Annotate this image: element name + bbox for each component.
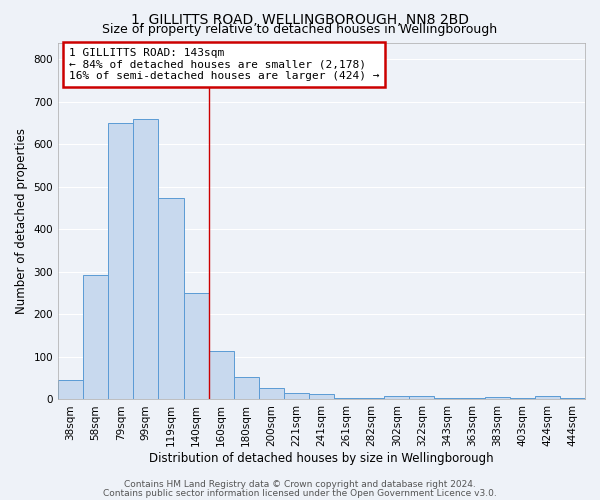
Text: Size of property relative to detached houses in Wellingborough: Size of property relative to detached ho… (103, 22, 497, 36)
Bar (259, 388, 284, 400)
Bar (535, 396, 560, 400)
Bar (158, 198, 184, 400)
Text: Contains HM Land Registry data © Crown copyright and database right 2024.: Contains HM Land Registry data © Crown c… (124, 480, 476, 489)
Bar (184, 293, 209, 400)
Bar (58, 380, 83, 400)
Bar (460, 398, 485, 400)
Bar (485, 398, 510, 400)
Bar (309, 394, 334, 400)
Bar (409, 396, 434, 400)
Bar (108, 123, 133, 400)
Bar (434, 398, 460, 400)
Bar (284, 392, 309, 400)
X-axis label: Distribution of detached houses by size in Wellingborough: Distribution of detached houses by size … (149, 452, 494, 465)
Bar (233, 378, 259, 400)
Bar (510, 398, 535, 400)
Bar (209, 352, 233, 400)
Text: 1 GILLITTS ROAD: 143sqm
← 84% of detached houses are smaller (2,178)
16% of semi: 1 GILLITTS ROAD: 143sqm ← 84% of detache… (68, 48, 379, 81)
Bar (334, 398, 359, 400)
Text: 1, GILLITTS ROAD, WELLINGBOROUGH, NN8 2BD: 1, GILLITTS ROAD, WELLINGBOROUGH, NN8 2B… (131, 12, 469, 26)
Text: Contains public sector information licensed under the Open Government Licence v3: Contains public sector information licen… (103, 488, 497, 498)
Bar (384, 396, 409, 400)
Bar (560, 398, 585, 400)
Y-axis label: Number of detached properties: Number of detached properties (15, 128, 28, 314)
Bar (83, 275, 108, 400)
Bar (133, 119, 158, 400)
Bar (359, 398, 384, 400)
